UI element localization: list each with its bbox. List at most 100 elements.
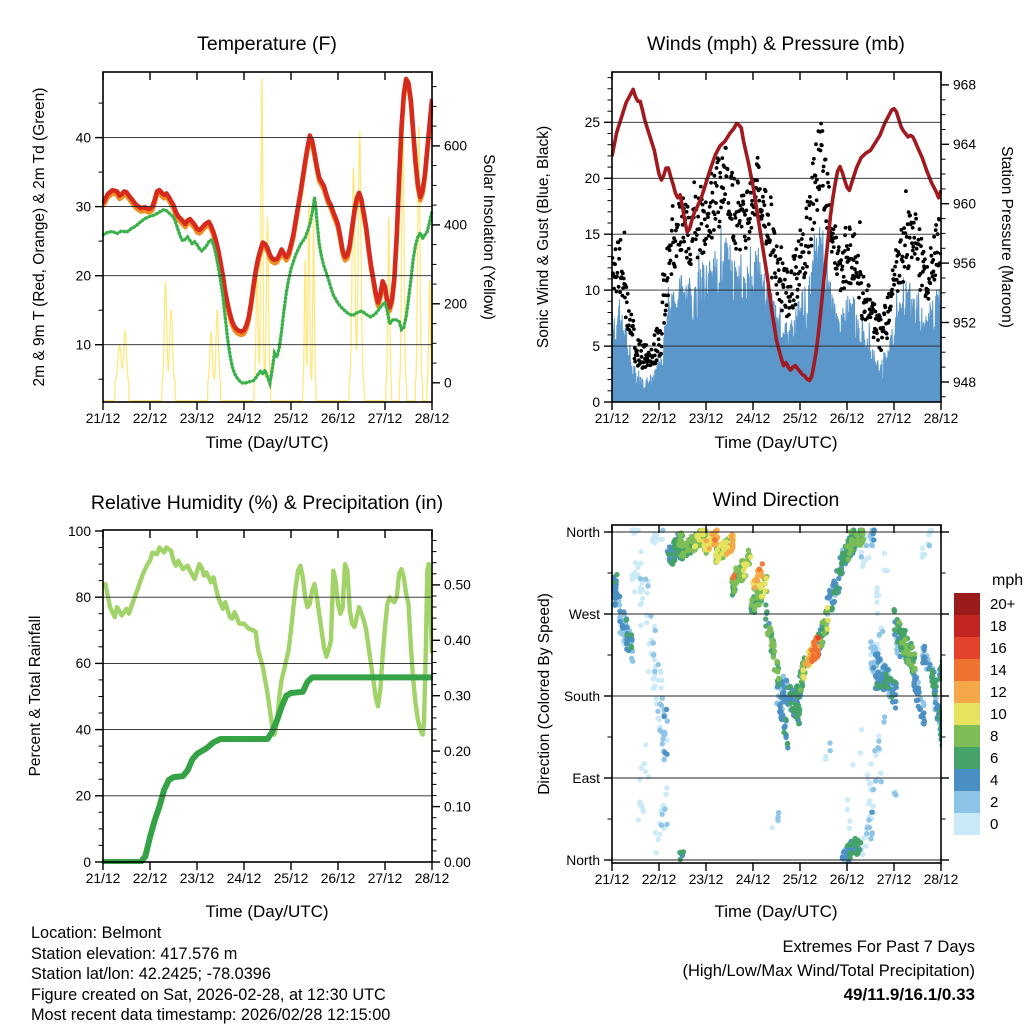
colorbar-swatch [954,791,980,813]
winds-xtick-label: 25/12 [783,411,818,426]
gust-dots [611,121,942,370]
rainfall-line [102,674,433,864]
temp-xtick-label: 24/12 [227,411,262,426]
rh-ytick-label: 0.30 [444,689,471,704]
rh-xtick-label: 27/12 [368,871,403,886]
dir-axes: North East South West North 21/12 22/12 23/12 24… [564,524,959,887]
dir-xtick-label: 28/12 [924,872,959,887]
colorbar-swatch [954,659,980,681]
extremes-heading: Extremes For Past 7 Days [782,938,975,956]
winds-xtick-label: 22/12 [642,411,677,426]
humidity-line [102,545,433,737]
wind-direction-ylabel-left: Direction (Colored By Speed) [536,593,553,795]
rh-axes: 0 20 40 60 80 100 0.00 0.10 0.20 0.30 0.40 0.50 21/1… [68,524,471,886]
humidity-xlabel: Time (Day/UTC) [205,902,328,921]
colorbar-swatch [954,703,980,725]
winds-ytick-label: 5 [592,339,600,354]
winds-ytick-label: 948 [953,375,976,390]
temp-ytick-label: 40 [76,130,92,145]
speed-colorbar: 20+ 18 16 14 12 10 8 6 4 2 0 [954,593,1016,835]
rh-ytick-label: 80 [76,590,92,605]
winds-ytick-label: 15 [585,227,601,242]
rh-xtick-label: 21/12 [86,871,121,886]
temp-xtick-label: 28/12 [415,411,450,426]
colorbar-label: 10 [990,706,1007,723]
rh-ytick-label: 0.20 [444,744,471,759]
rh-ytick-label: 0.10 [444,799,471,814]
rh-ytick-label: 0.00 [444,855,471,870]
rh-ytick-label: 0.50 [444,578,471,593]
pressure-line [611,87,942,383]
winds-xtick-label: 28/12 [924,411,959,426]
winds-xtick-label: 21/12 [595,411,630,426]
winds-ytick-label: 952 [953,315,976,330]
temp-ytick-label: 10 [76,338,92,353]
rh-ytick-label: 0 [83,855,91,870]
colorbar-label: 6 [990,750,998,767]
rh-xtick-label: 25/12 [274,871,309,886]
winds-ytick-label: 960 [953,197,976,212]
colorbar-swatch [954,813,980,835]
sonic-wind-area [611,225,942,403]
winds-xtick-label: 27/12 [877,411,912,426]
humidity-ylabel-left: Percent & Total Rainfall [27,616,44,777]
winds-ylabel-right: Station Pressure (Maroon) [998,146,1015,328]
temp-ytick-label: 20 [76,269,92,284]
rh-xtick-label: 26/12 [321,871,356,886]
colorbar-title: mph [992,572,1023,589]
winds-xtick-label: 26/12 [830,411,865,426]
winds-ytick-label: 20 [585,171,601,186]
footer-latlon: Station lat/lon: 42.2425; -78.0396 [31,965,271,983]
temperature-xlabel: Time (Day/UTC) [205,433,328,452]
winds-ytick-label: 956 [953,256,976,271]
colorbar-label: 18 [990,618,1007,635]
winds-ylabel-left: Sonic Wind & Gust (Blue, Black) [535,126,552,348]
colorbar-swatch [954,681,980,703]
colorbar-swatch [954,637,980,659]
dir-xtick-label: 23/12 [689,872,724,887]
colorbar-label: 14 [990,662,1007,679]
dewpoint-line [102,197,433,390]
temp-xtick-label: 21/12 [86,411,121,426]
temp-ytick-label: 600 [444,139,467,154]
rh-xtick-label: 22/12 [133,871,168,886]
humidity-title: Relative Humidity (%) & Precipitation (i… [91,492,443,514]
temperature-title: Temperature (F) [197,33,337,55]
station-footer: Location: Belmont Station elevation: 417… [31,924,390,1024]
footer-location: Location: Belmont [31,924,162,942]
temp-ytick-label: 30 [76,199,92,214]
wind-direction-dots [611,527,942,864]
wind-direction-title: Wind Direction [713,489,840,511]
solar-insolation-line [103,78,433,402]
rh-ytick-label: 40 [76,722,92,737]
winds-ytick-label: 25 [585,115,601,130]
colorbar-label: 2 [990,794,998,811]
colorbar-label: 20+ [990,596,1016,613]
wind-direction-plot: North East South West North 21/12 22/12 23/12 24… [564,524,959,887]
extremes-subheading: (High/Low/Max Wind/Total Precipitation) [682,962,975,980]
dir-xtick-label: 21/12 [595,872,630,887]
winds-pressure-panel: 0 5 10 15 20 25 948 952 956 960 964 968 21/12 22/12 23… [535,33,1015,452]
rh-ytick-label: 20 [76,789,92,804]
temp-ytick-label: 200 [444,297,467,312]
colorbar-label: 8 [990,728,998,745]
colorbar-swatch [954,747,980,769]
colorbar-label: 16 [990,640,1007,657]
rh-ytick-label: 60 [76,656,92,671]
colorbar-label: 12 [990,684,1007,701]
dir-xtick-label: 22/12 [642,872,677,887]
humidity-precip-panel: 0 20 40 60 80 100 0.00 0.10 0.20 0.30 0.40 0.50 21/1… [27,492,471,921]
rh-ytick-label: 100 [68,524,91,539]
extremes-values: 49/11.9/16.1/0.33 [844,985,975,1004]
temp-xtick-label: 27/12 [368,411,403,426]
footer-elevation: Station elevation: 417.576 m [31,945,237,963]
winds-axes: 0 5 10 15 20 25 948 952 956 960 964 968 21/12 22/12 23… [585,71,976,426]
dir-ytick-label: North [566,525,600,540]
winds-plot: 0 5 10 15 20 25 948 952 956 960 964 968 21/12 22/12 23… [585,71,976,426]
footer-timestamp: Most recent data timestamp: 2026/02/28 1… [31,1006,390,1024]
